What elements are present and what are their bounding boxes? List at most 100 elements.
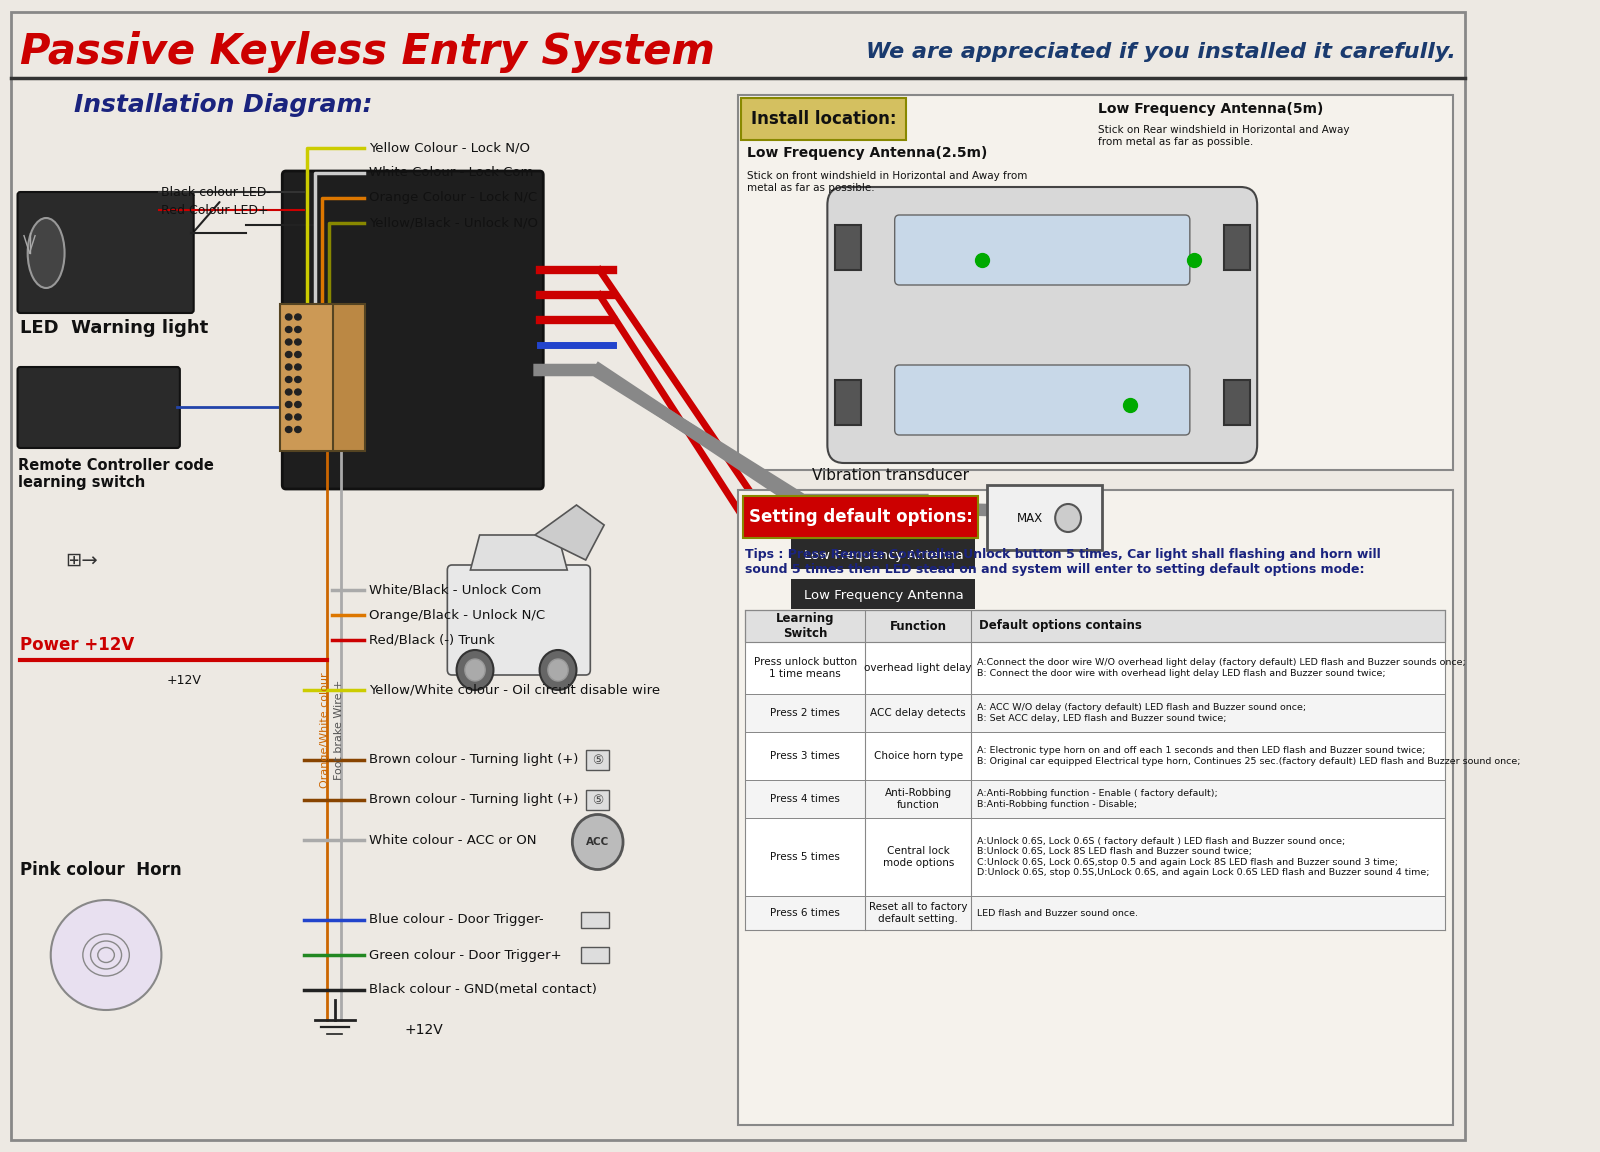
Bar [586,750,608,770]
Ellipse shape [294,377,301,382]
Ellipse shape [285,414,291,420]
Text: Orange/White colour: Orange/White colour [320,672,330,788]
FancyBboxPatch shape [827,187,1258,463]
Ellipse shape [285,402,291,408]
Text: Pink colour  Horn: Pink colour Horn [21,861,182,879]
Text: Yellow Colour - Lock N/O: Yellow Colour - Lock N/O [370,142,530,154]
Bar [738,94,1453,470]
Text: Press 5 times: Press 5 times [770,852,840,862]
Ellipse shape [456,650,493,690]
Text: Reset all to factory
default setting.: Reset all to factory default setting. [869,902,968,924]
Ellipse shape [294,402,301,408]
Text: Low Frequency Antenna(5m): Low Frequency Antenna(5m) [1098,103,1323,116]
Bar [581,912,608,929]
FancyBboxPatch shape [282,170,544,488]
Text: LED  Warning light: LED Warning light [21,319,208,338]
Text: Power +12V: Power +12V [21,636,134,654]
Text: Red Colour LED+: Red Colour LED+ [162,204,269,217]
Ellipse shape [547,659,568,681]
Polygon shape [534,505,605,560]
FancyBboxPatch shape [280,304,333,450]
Text: Tips : Press Remote Controller Unlock button 5 times, Car light shall flashing a: Tips : Press Remote Controller Unlock bu… [746,548,1381,576]
Text: overhead light delay: overhead light delay [864,664,971,673]
FancyBboxPatch shape [326,304,365,450]
Text: MAX: MAX [1018,511,1043,524]
Text: Brown colour - Turning light (+): Brown colour - Turning light (+) [370,794,578,806]
Ellipse shape [294,389,301,395]
Text: We are appreciated if you installed it carefully.: We are appreciated if you installed it c… [866,41,1456,62]
Ellipse shape [285,389,291,395]
Bar [586,790,608,810]
FancyBboxPatch shape [792,579,974,609]
Text: learning switch: learning switch [19,476,146,491]
Bar [746,642,1445,694]
FancyBboxPatch shape [792,539,974,569]
Text: ⊞→: ⊞→ [64,551,98,569]
Bar [746,818,1445,896]
FancyBboxPatch shape [741,98,906,141]
Text: Default options contains: Default options contains [979,620,1141,632]
Text: A:Unlock 0.6S, Lock 0.6S ( factory default ) LED flash and Buzzer sound once;
B:: A:Unlock 0.6S, Lock 0.6S ( factory defau… [976,836,1429,877]
Text: A: Electronic type horn on and off each 1 seconds and then LED flash and Buzzer : A: Electronic type horn on and off each … [976,746,1520,766]
Text: White colour - ACC or ON: White colour - ACC or ON [370,834,536,847]
Ellipse shape [573,814,622,870]
Text: Press 4 times: Press 4 times [770,794,840,804]
Text: Press 6 times: Press 6 times [770,908,840,918]
Text: Vibration transducer: Vibration transducer [811,468,968,483]
Text: A:Connect the door wire W/O overhead light delay (factory default) LED flash and: A:Connect the door wire W/O overhead lig… [976,658,1466,677]
Ellipse shape [539,650,576,690]
Text: Choice horn type: Choice horn type [874,751,963,761]
Bar [581,947,608,963]
Text: +12V: +12V [166,674,202,687]
Bar [746,732,1445,780]
Text: Press unlock button
1 time means: Press unlock button 1 time means [754,657,856,679]
Ellipse shape [285,364,291,370]
Text: ⑤: ⑤ [592,794,603,806]
Text: Low Frequency Antenna: Low Frequency Antenna [803,548,963,561]
Ellipse shape [285,326,291,333]
Text: A: ACC W/O delay (factory default) LED flash and Buzzer sound once;
B: Set ACC d: A: ACC W/O delay (factory default) LED f… [976,704,1306,722]
Bar [835,225,861,270]
Text: Yellow/Black - Unlock N/O: Yellow/Black - Unlock N/O [370,217,538,229]
Ellipse shape [294,414,301,420]
Text: Brown colour - Turning light (+): Brown colour - Turning light (+) [370,753,578,766]
Ellipse shape [1054,505,1082,532]
Text: White/Black - Unlock Com: White/Black - Unlock Com [370,584,541,597]
Text: Anti-Robbing
function: Anti-Robbing function [885,788,952,810]
FancyBboxPatch shape [18,192,194,313]
Text: Install location:: Install location: [750,109,896,128]
Ellipse shape [285,426,291,432]
FancyBboxPatch shape [18,367,179,448]
Text: White Colour - Lock Com: White Colour - Lock Com [370,167,533,180]
Text: Remote Controller code: Remote Controller code [19,457,214,472]
Text: Foot brake Wire +: Foot brake Wire + [334,680,344,780]
Ellipse shape [294,326,301,333]
Text: Stick on Rear windshield in Horizontal and Away
from metal as far as possible.: Stick on Rear windshield in Horizontal a… [1098,126,1349,146]
Text: Learning
Switch: Learning Switch [776,612,835,641]
Bar [746,694,1445,732]
Bar [746,780,1445,818]
Text: Press 3 times: Press 3 times [770,751,840,761]
Text: Blue colour - Door Trigger-: Blue colour - Door Trigger- [370,914,544,926]
Bar [835,380,861,425]
Bar [746,896,1445,930]
Text: Setting default options:: Setting default options: [749,508,973,526]
Text: Red/Black (-) Trunk: Red/Black (-) Trunk [370,634,494,646]
Text: Black colour LED-: Black colour LED- [162,185,272,198]
FancyBboxPatch shape [894,365,1190,435]
Ellipse shape [294,314,301,320]
Bar [1224,380,1250,425]
Ellipse shape [51,900,162,1010]
Text: Orange Colour - Lock N/C: Orange Colour - Lock N/C [370,191,538,205]
Text: Orange/Black - Unlock N/C: Orange/Black - Unlock N/C [370,608,546,621]
Ellipse shape [285,314,291,320]
Text: Press 2 times: Press 2 times [770,708,840,718]
Text: Function: Function [890,620,947,632]
Ellipse shape [285,339,291,344]
Polygon shape [470,535,568,570]
Text: Stick on front windshield in Horizontal and Away from
metal as far as possible.: Stick on front windshield in Horizontal … [747,170,1027,192]
Text: ACC: ACC [586,838,610,847]
Bar [987,485,1102,550]
Text: +12V: +12V [405,1023,443,1037]
Text: Black colour - GND(metal contact): Black colour - GND(metal contact) [370,984,597,996]
